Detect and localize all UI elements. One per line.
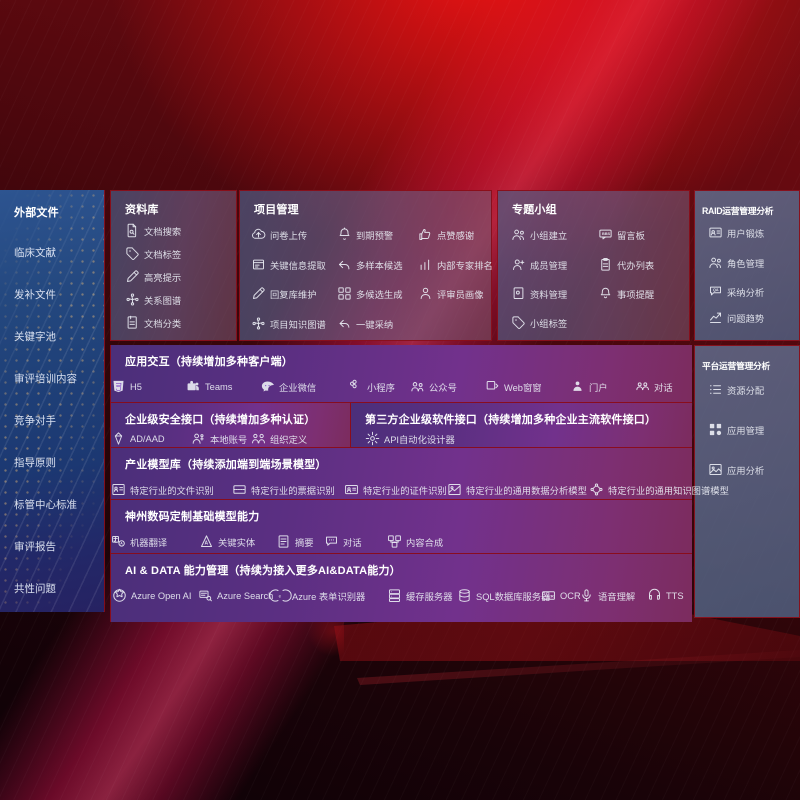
svg-text:A: A bbox=[204, 541, 208, 547]
svg-text:BBS: BBS bbox=[602, 231, 611, 236]
svg-text:OCR: OCR bbox=[545, 593, 554, 598]
svg-text:QA: QA bbox=[713, 288, 719, 292]
svg-text:A: A bbox=[120, 542, 123, 546]
svg-text:e: e bbox=[279, 593, 282, 598]
